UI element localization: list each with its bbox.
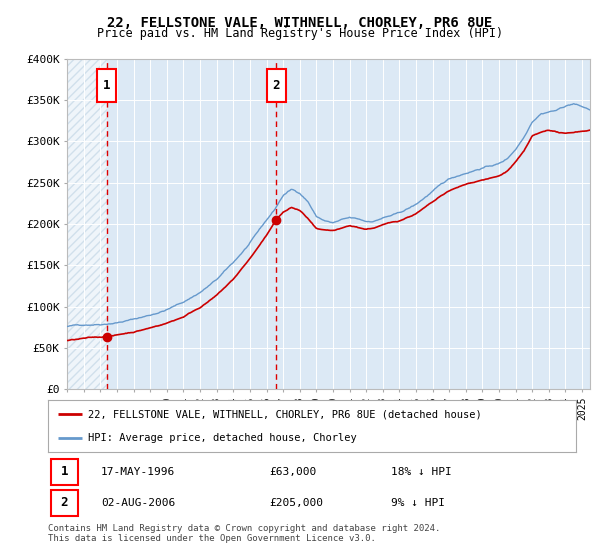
Text: £205,000: £205,000 [270,498,324,507]
Text: Contains HM Land Registry data © Crown copyright and database right 2024.
This d: Contains HM Land Registry data © Crown c… [48,524,440,543]
Text: 2: 2 [272,79,280,92]
FancyBboxPatch shape [50,459,78,485]
Text: 1: 1 [61,465,68,478]
Bar [67,59,107,389]
Text: 22, FELLSTONE VALE, WITHNELL, CHORLEY, PR6 8UE (detached house): 22, FELLSTONE VALE, WITHNELL, CHORLEY, P… [88,409,481,419]
Text: 9% ↓ HPI: 9% ↓ HPI [391,498,445,507]
Text: 2: 2 [61,496,68,509]
Text: 1: 1 [103,79,110,92]
FancyBboxPatch shape [50,489,78,516]
Text: 22, FELLSTONE VALE, WITHNELL, CHORLEY, PR6 8UE: 22, FELLSTONE VALE, WITHNELL, CHORLEY, P… [107,16,493,30]
Text: HPI: Average price, detached house, Chorley: HPI: Average price, detached house, Chor… [88,433,356,443]
Bar [267,69,286,102]
Text: 17-MAY-1996: 17-MAY-1996 [101,467,175,477]
Text: 18% ↓ HPI: 18% ↓ HPI [391,467,452,477]
Bar [97,69,116,102]
Text: Price paid vs. HM Land Registry's House Price Index (HPI): Price paid vs. HM Land Registry's House … [97,27,503,40]
Text: 02-AUG-2006: 02-AUG-2006 [101,498,175,507]
Text: £63,000: £63,000 [270,467,317,477]
